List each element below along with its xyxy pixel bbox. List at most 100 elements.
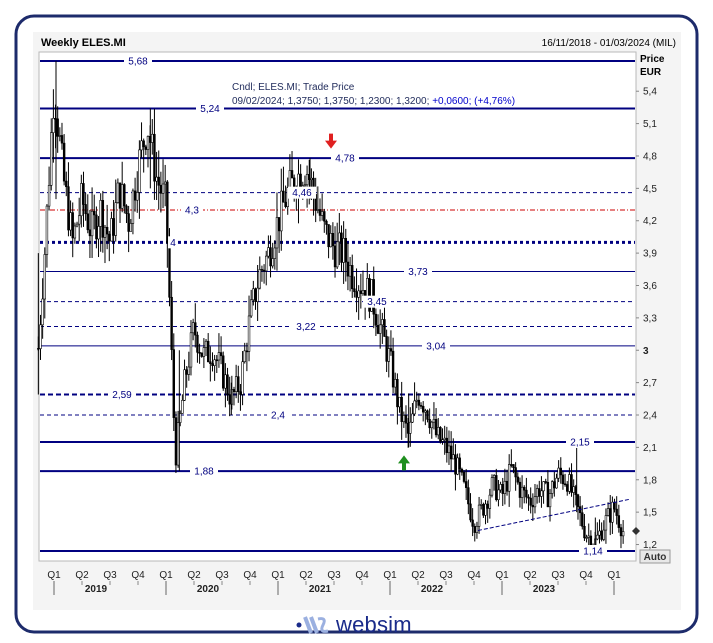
candle-117 (288, 154, 292, 192)
candle-body-50 (144, 146, 148, 150)
candle-body-69 (185, 369, 188, 375)
candle-body-22 (84, 204, 87, 215)
candle-220 (510, 449, 513, 468)
candle-34 (110, 211, 113, 242)
candle-63 (172, 333, 175, 431)
candle-101 (254, 287, 257, 310)
y-tick-label-4: 4,2 (643, 216, 657, 227)
level-label-bg-6 (404, 265, 432, 278)
candle-114 (282, 166, 285, 203)
candle-body-260 (596, 534, 599, 540)
candle-body-173 (409, 421, 412, 434)
candle-body-20 (80, 183, 83, 217)
candle-140 (338, 213, 341, 266)
candle-36 (114, 179, 117, 242)
candle-body-264 (604, 515, 608, 531)
candle-12 (62, 134, 66, 186)
level-label-4: 4,3 (185, 205, 199, 216)
candle-body-13 (65, 180, 68, 188)
candle-21 (82, 171, 85, 227)
candle-body-6 (50, 132, 53, 186)
candle-214 (497, 479, 500, 507)
candle-149 (357, 285, 360, 320)
candle-201 (469, 493, 472, 523)
candle-240 (553, 471, 556, 497)
candle-body-77 (202, 347, 206, 357)
candle-183 (430, 420, 433, 439)
candle-23 (86, 194, 89, 234)
brand-name: websim (336, 612, 412, 637)
candle-55 (155, 151, 158, 201)
level-label-1: 5,24 (200, 104, 220, 115)
candle-body-266 (609, 508, 612, 523)
candle-37 (116, 178, 120, 204)
candle-body-185 (434, 418, 438, 436)
candle-body-196 (458, 457, 461, 470)
candle-body-75 (198, 352, 201, 354)
x-quarter-label-19: Q4 (579, 570, 593, 581)
candle-16 (71, 202, 74, 258)
candle-157 (374, 308, 378, 336)
candle-170 (402, 411, 406, 428)
candle-body-239 (550, 481, 554, 494)
candle-body-106 (265, 255, 268, 272)
candle-body-3 (43, 254, 46, 300)
candle-body-178 (419, 405, 423, 407)
candle-body-64 (174, 417, 178, 466)
candle-body-231 (533, 496, 537, 508)
y-tick-label-14: 1,2 (643, 540, 657, 551)
y-tick-label-7: 3,3 (643, 313, 657, 324)
candle-body-214 (497, 489, 500, 501)
candle-228 (527, 494, 530, 511)
x-year-label-0: 2019 (85, 584, 108, 595)
candle-65 (176, 410, 180, 468)
auto-button[interactable]: Auto (639, 549, 671, 564)
x-quarter-label-15: Q4 (467, 570, 481, 581)
candle-body-12 (62, 142, 66, 182)
candle-body-161 (383, 319, 386, 337)
candle-210 (488, 488, 492, 519)
candle-body-76 (200, 352, 203, 357)
candle-3 (43, 247, 46, 319)
candle-body-39 (120, 184, 124, 209)
candle-body-131 (318, 209, 322, 216)
candle-body-169 (400, 396, 403, 422)
candle-225 (520, 475, 524, 509)
candle-223 (516, 472, 519, 485)
level-label-bg-0 (124, 55, 152, 67)
candle-131 (318, 198, 322, 222)
candle-176 (415, 391, 418, 409)
candle-body-188 (441, 439, 444, 442)
candle-body-175 (413, 400, 416, 415)
candle-85 (219, 336, 223, 365)
candle-body-148 (355, 291, 358, 298)
candle-body-10 (58, 135, 62, 137)
candle-body-134 (325, 220, 328, 225)
candle-body-34 (110, 218, 113, 242)
candle-80 (209, 346, 212, 382)
candle-body-157 (374, 313, 378, 326)
candle-84 (217, 333, 221, 368)
candle-body-73 (194, 322, 197, 336)
y-tick-label-3: 4,5 (643, 184, 657, 195)
candle-body-44 (131, 190, 135, 224)
candle-body-4 (45, 205, 49, 255)
level-label-6: 3,73 (408, 267, 428, 278)
candle-15 (69, 200, 72, 237)
level-label-bg-8 (292, 320, 320, 333)
candle-body-68 (183, 369, 186, 401)
candle-226 (523, 485, 526, 504)
candle-body-11 (60, 135, 64, 144)
candle-body-23 (86, 213, 89, 231)
candle-49 (142, 138, 145, 173)
candle-53 (151, 119, 154, 155)
x-quarter-label-18: Q3 (551, 570, 565, 581)
scroll-diamond-icon[interactable] (632, 527, 640, 535)
candle-body-218 (505, 480, 509, 492)
candle-179 (421, 401, 425, 422)
candle-255 (585, 534, 588, 543)
candle-body-78 (204, 340, 208, 348)
candle-100 (252, 280, 255, 306)
auto-label[interactable]: Auto (644, 552, 667, 563)
